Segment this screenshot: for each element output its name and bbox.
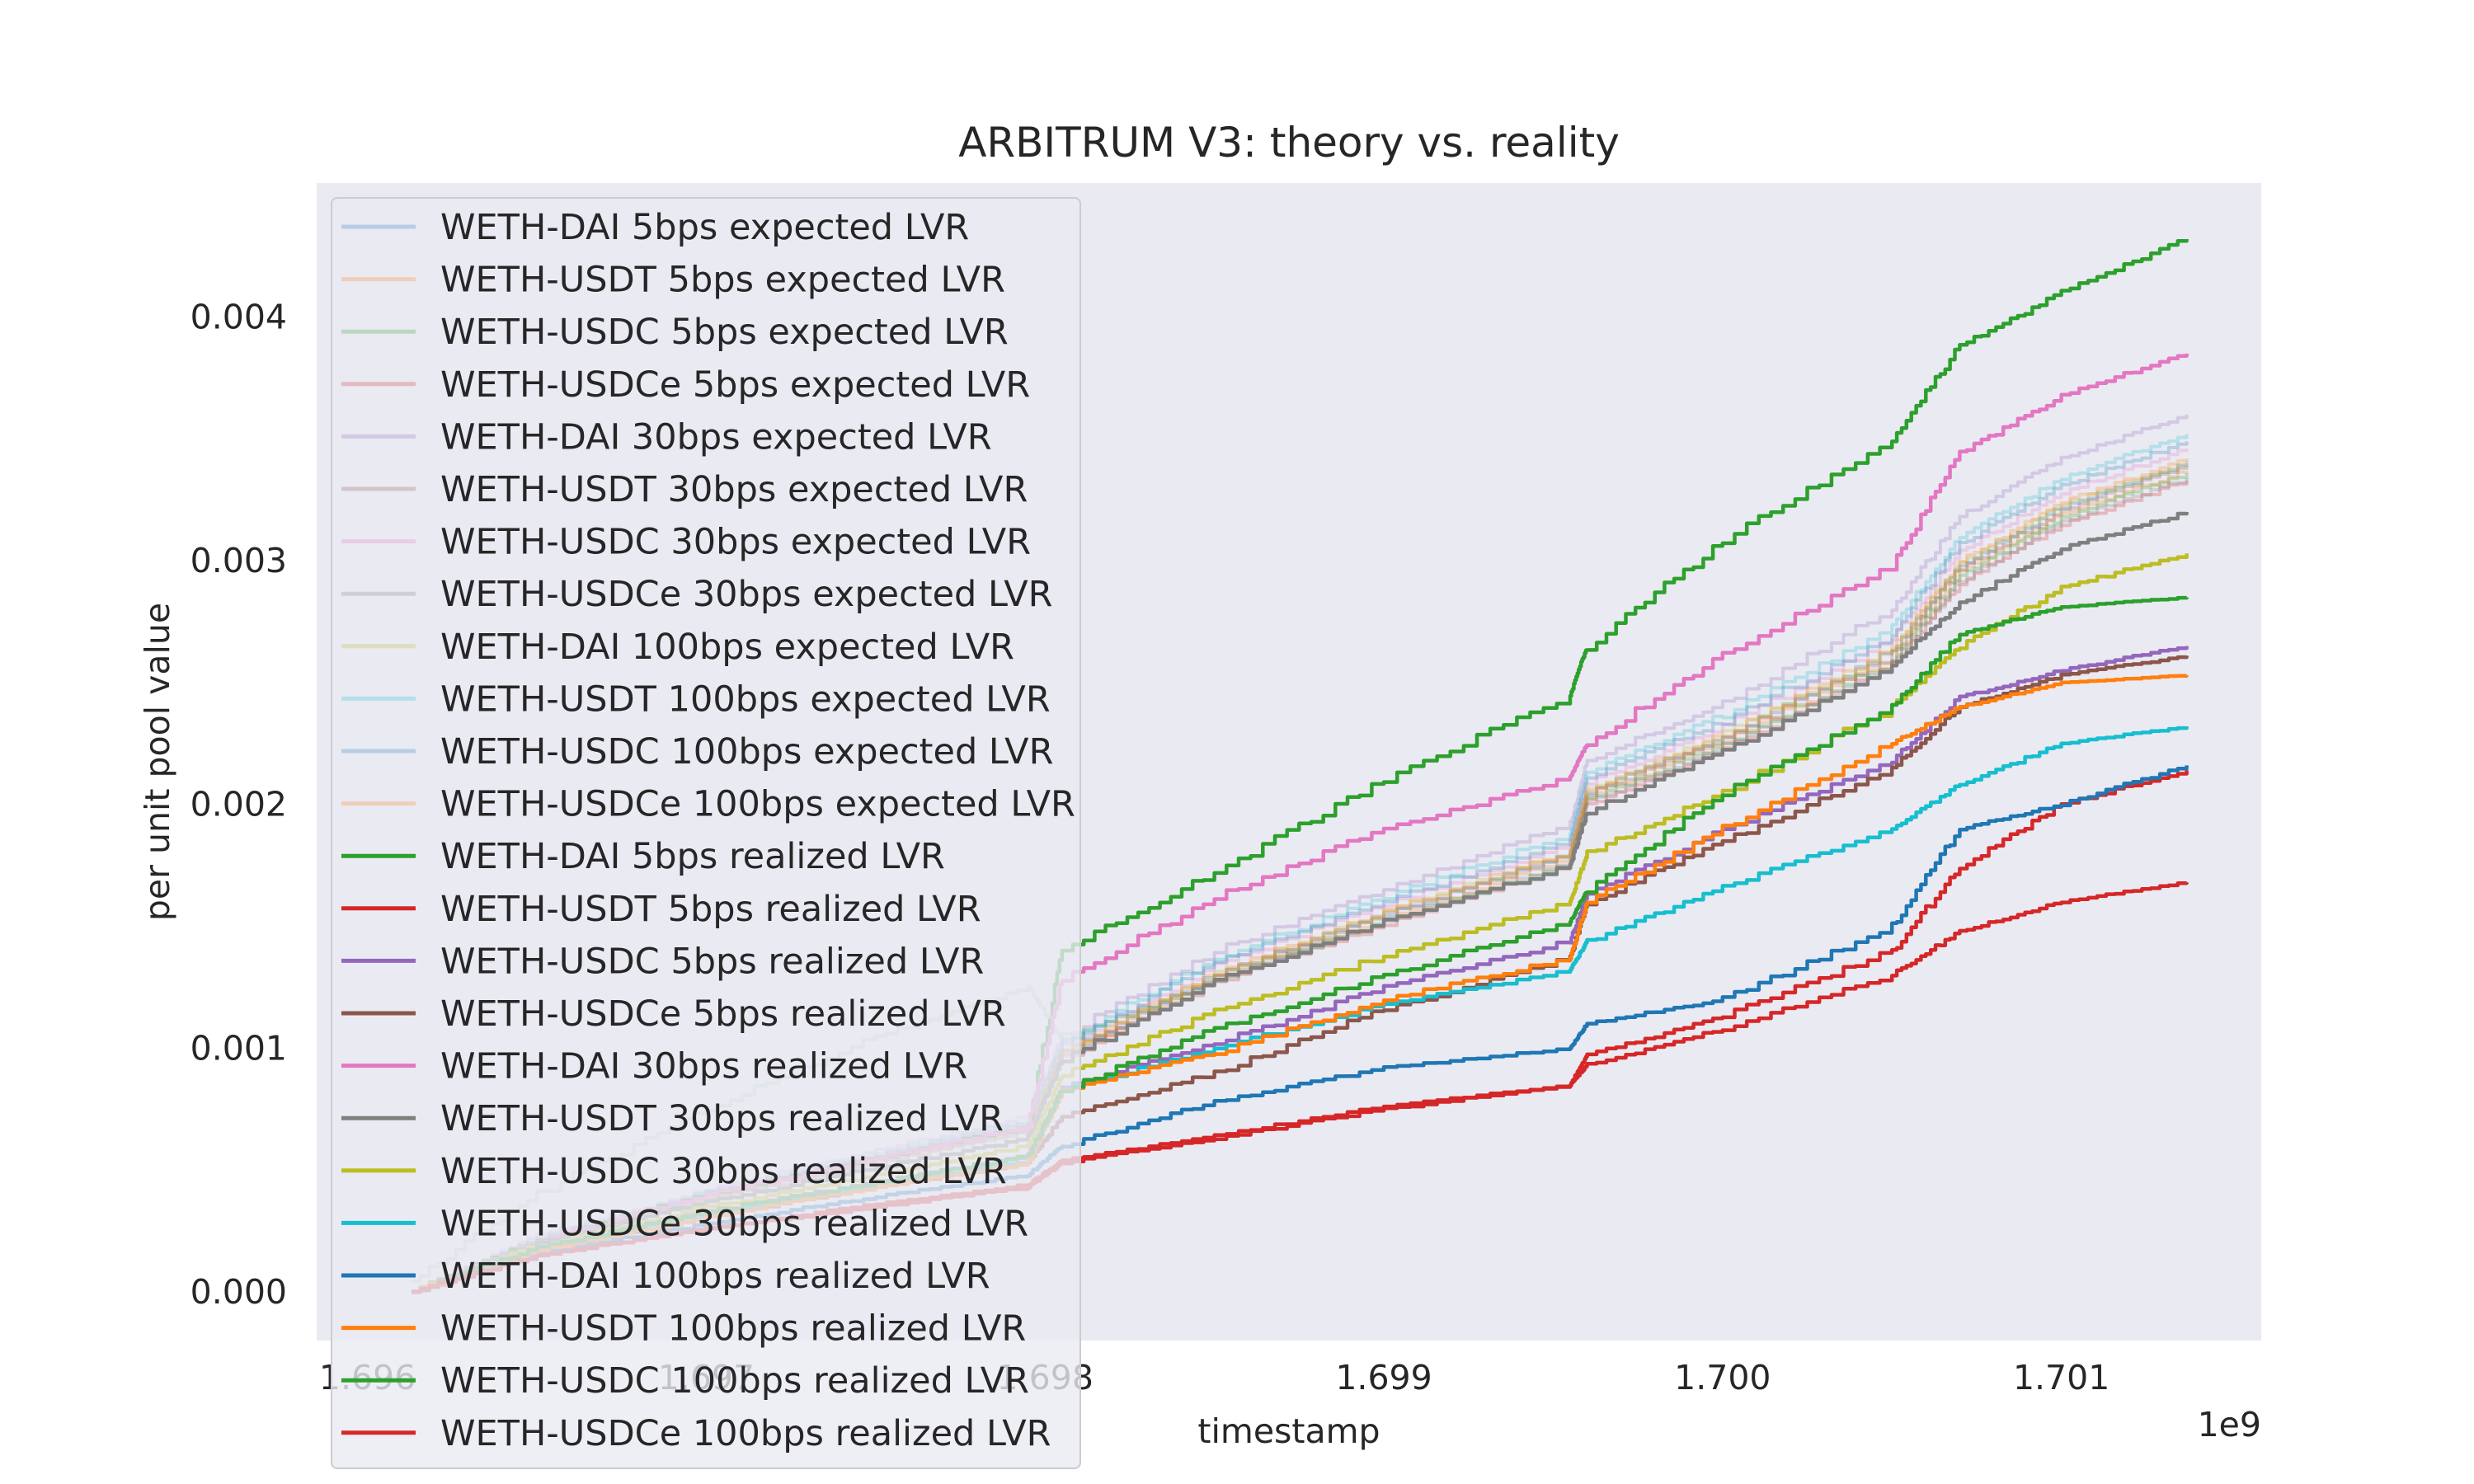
legend-label-weth-usdc-30bps-expected-lvr: WETH-USDC 30bps expected LVR xyxy=(440,522,1031,563)
legend-label-weth-usdc-100bps-realized-lvr: WETH-USDC 100bps realized LVR xyxy=(440,1360,1029,1402)
legend-label-weth-usdce-100bps-realized-lvr: WETH-USDCe 100bps realized LVR xyxy=(440,1413,1051,1454)
x-axis-label: timestamp xyxy=(1197,1411,1380,1451)
legend-label-weth-usdt-30bps-realized-lvr: WETH-USDT 30bps realized LVR xyxy=(440,1098,1004,1139)
legend-label-weth-dai-5bps-realized-lvr: WETH-DAI 5bps realized LVR xyxy=(440,836,945,877)
legend-label-weth-usdce-100bps-expected-lvr: WETH-USDCe 100bps expected LVR xyxy=(440,784,1075,825)
y-tick-label: 0.003 xyxy=(190,541,287,580)
legend-label-weth-usdc-5bps-realized-lvr: WETH-USDC 5bps realized LVR xyxy=(440,941,984,982)
legend-label-weth-usdce-30bps-realized-lvr: WETH-USDCe 30bps realized LVR xyxy=(440,1203,1028,1244)
legend-label-weth-dai-100bps-expected-lvr: WETH-DAI 100bps expected LVR xyxy=(440,627,1014,668)
y-tick-label: 0.004 xyxy=(190,298,287,337)
legend-label-weth-usdc-5bps-expected-lvr: WETH-USDC 5bps expected LVR xyxy=(440,312,1009,353)
legend-label-weth-usdc-100bps-expected-lvr: WETH-USDC 100bps expected LVR xyxy=(440,731,1053,773)
legend-label-weth-usdt-5bps-realized-lvr: WETH-USDT 5bps realized LVR xyxy=(440,889,981,930)
x-tick-label: 1.701 xyxy=(2013,1358,2109,1397)
y-tick-label: 0.000 xyxy=(190,1272,287,1312)
y-tick-label: 0.002 xyxy=(190,785,287,824)
x-axis-offset-label: 1e9 xyxy=(2198,1405,2261,1444)
y-axis: 0.000 0.001 0.002 0.003 0.004 xyxy=(190,298,287,1312)
chart-title: ARBITRUM V3: theory vs. reality xyxy=(958,119,1620,167)
legend-box xyxy=(331,197,1081,1469)
y-axis-label: per unit pool value xyxy=(138,603,177,921)
legend-label-weth-usdt-100bps-realized-lvr: WETH-USDT 100bps realized LVR xyxy=(440,1308,1026,1350)
legend-label-weth-usdt-30bps-expected-lvr: WETH-USDT 30bps expected LVR xyxy=(440,469,1028,510)
y-tick-label: 0.001 xyxy=(190,1028,287,1068)
legend-label-weth-usdce-5bps-realized-lvr: WETH-USDCe 5bps realized LVR xyxy=(440,993,1006,1035)
x-tick-label: 1.700 xyxy=(1674,1358,1771,1397)
legend-label-weth-usdce-5bps-expected-lvr: WETH-USDCe 5bps expected LVR xyxy=(440,364,1030,406)
legend-items: WETH-DAI 5bps expected LVR WETH-USDT 5bps… xyxy=(341,207,1075,1454)
x-tick-label: 1.699 xyxy=(1335,1358,1432,1397)
legend-label-weth-usdc-30bps-realized-lvr: WETH-USDC 30bps realized LVR xyxy=(440,1151,1007,1192)
legend-label-weth-dai-30bps-expected-lvr: WETH-DAI 30bps expected LVR xyxy=(440,416,992,458)
legend-label-weth-usdce-30bps-expected-lvr: WETH-USDCe 30bps expected LVR xyxy=(440,574,1053,615)
legend-label-weth-dai-5bps-expected-lvr: WETH-DAI 5bps expected LVR xyxy=(440,207,969,248)
legend-label-weth-usdt-100bps-expected-lvr: WETH-USDT 100bps expected LVR xyxy=(440,679,1051,720)
legend: WETH-DAI 5bps expected LVR WETH-USDT 5bps… xyxy=(331,197,1081,1469)
legend-label-weth-dai-100bps-realized-lvr: WETH-DAI 100bps realized LVR xyxy=(440,1256,990,1297)
legend-label-weth-usdt-5bps-expected-lvr: WETH-USDT 5bps expected LVR xyxy=(440,260,1005,301)
legend-label-weth-dai-30bps-realized-lvr: WETH-DAI 30bps realized LVR xyxy=(440,1046,967,1087)
